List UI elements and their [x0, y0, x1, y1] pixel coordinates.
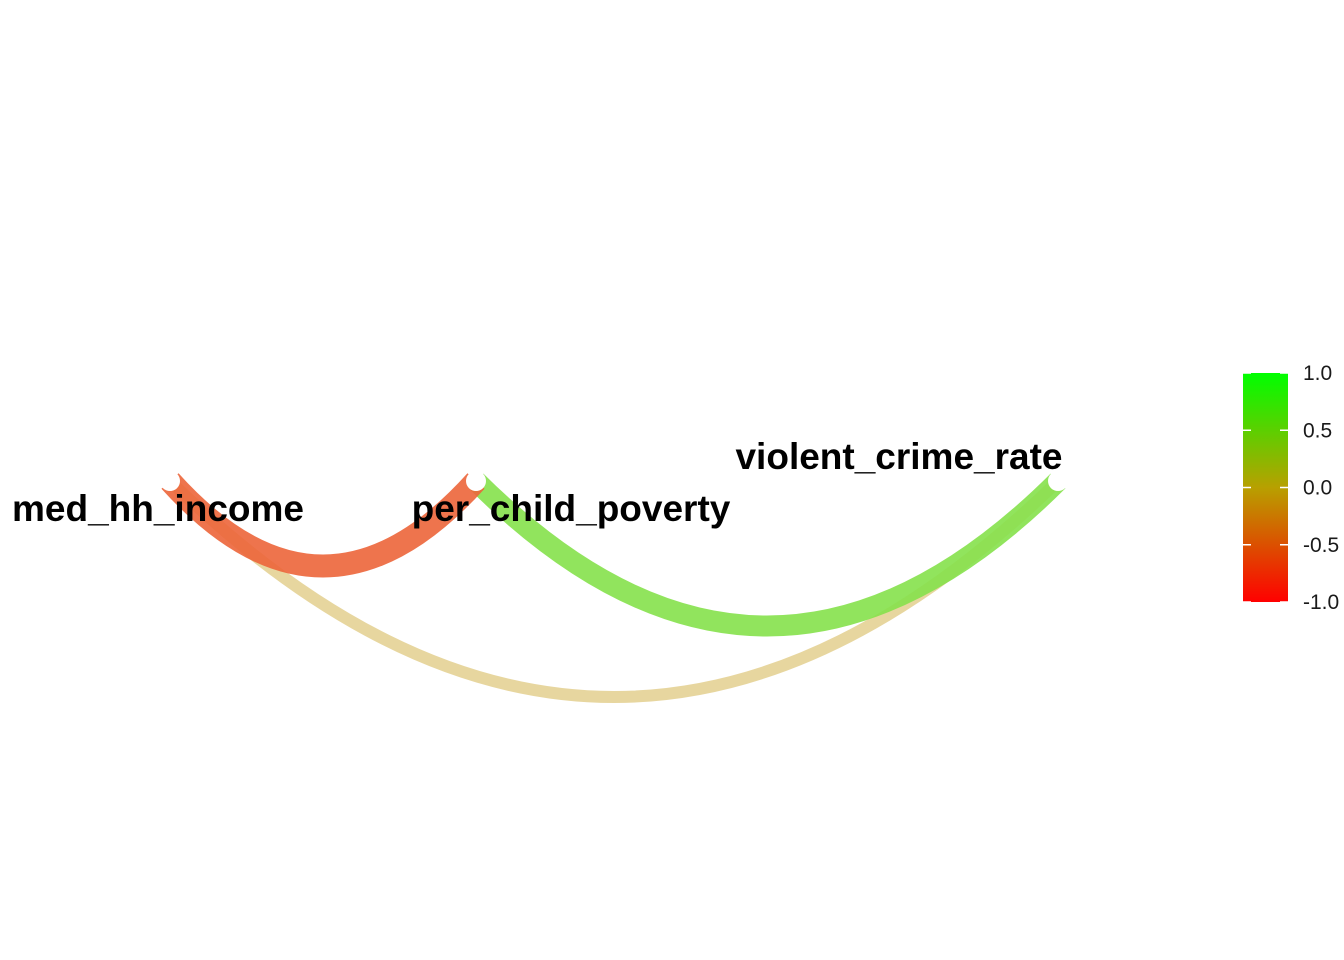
edge-med-hh-income-to-per-child-poverty — [161, 473, 485, 578]
node-per-child-poverty[interactable] — [466, 471, 486, 491]
node-label-per-child-poverty: per_child_poverty — [412, 488, 731, 529]
colorbar-tick-label: 1.0 — [1303, 362, 1332, 385]
node-med-hh-income[interactable] — [160, 471, 180, 491]
labels-layer: med_hh_income per_child_poverty violent_… — [12, 436, 1063, 529]
node-label-violent-crime-rate: violent_crime_rate — [735, 436, 1062, 477]
colorbar-tick-label: -1.0 — [1303, 591, 1339, 614]
edges-layer — [161, 473, 1066, 703]
edge-per-child-poverty-to-violent-crime-rate — [468, 473, 1066, 637]
colorbar-tick-label: 0.5 — [1303, 419, 1332, 442]
colorbar-ticks: 1.0 0.5 0.0 -0.5 -1.0 — [1243, 362, 1339, 614]
colorbar-tick-label: 0.0 — [1303, 477, 1332, 500]
colorbar-legend: 1.0 0.5 0.0 -0.5 -1.0 — [1243, 362, 1339, 614]
colorbar-tick-label: -0.5 — [1303, 534, 1339, 557]
node-label-med-hh-income: med_hh_income — [12, 488, 304, 529]
nodes-layer — [160, 471, 1068, 491]
node-violent-crime-rate[interactable] — [1048, 471, 1068, 491]
